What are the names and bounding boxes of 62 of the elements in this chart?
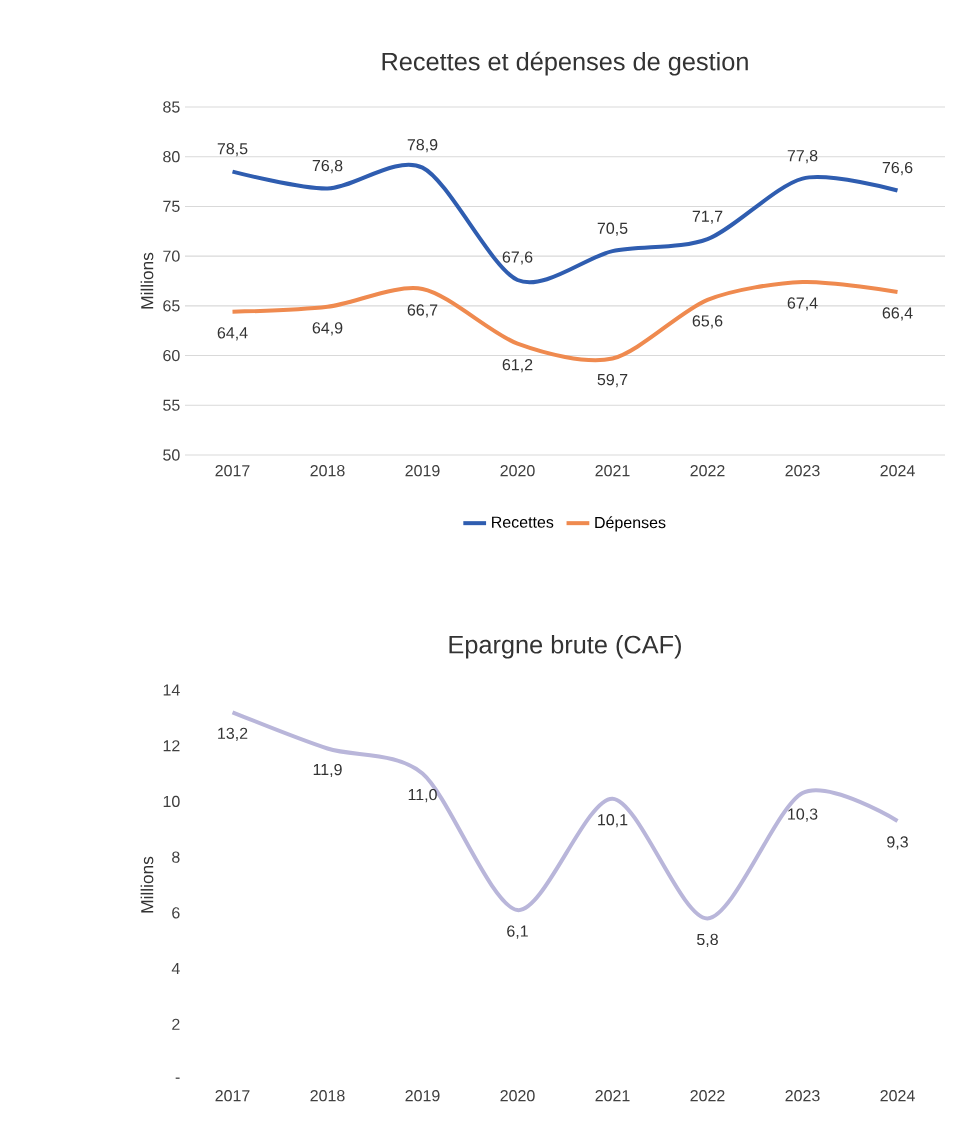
x-tick-label: 2018	[310, 1090, 345, 1102]
y-tick-label: 60	[163, 349, 180, 362]
y-tick-label: 2	[172, 1018, 180, 1030]
y-tick-label: 85	[163, 101, 180, 113]
y-tick-label: 70	[163, 250, 180, 262]
data-label: 64,4	[217, 327, 248, 341]
y-tick-label: 65	[163, 300, 180, 312]
x-tick-label: 2020	[500, 465, 535, 477]
data-label: 61,2	[502, 359, 533, 373]
x-tick-label: 2018	[310, 465, 345, 477]
y-axis-title: Millions	[140, 252, 154, 309]
x-tick-label: 2021	[595, 465, 630, 477]
data-label: 10,1	[598, 814, 628, 828]
data-label: 76,6	[882, 161, 913, 176]
data-label: 59,7	[597, 373, 628, 388]
data-label: 76,8	[312, 159, 343, 174]
data-label: 66,7	[407, 304, 438, 318]
y-tick-label: 8	[172, 851, 180, 863]
chart-title: Epargne brute (CAF)	[449, 635, 681, 659]
data-label: 6,1	[507, 925, 528, 939]
y-tick-label: -	[175, 1077, 180, 1079]
x-tick-label: 2022	[690, 1090, 725, 1102]
data-label: 64,9	[312, 322, 343, 336]
data-label: 67,4	[787, 297, 818, 311]
data-label: 67,6	[502, 251, 533, 265]
chart-title: Recettes et dépenses de gestion	[382, 51, 748, 76]
x-tick-label: 2017	[215, 465, 250, 477]
y-axis-title: Millions	[140, 856, 154, 913]
data-label: 9,3	[887, 836, 908, 850]
y-tick-label: 10	[163, 795, 180, 808]
x-tick-label: 2021	[595, 1090, 630, 1102]
x-tick-label: 2024	[880, 1090, 915, 1102]
data-label: 70,5	[597, 222, 628, 236]
y-tick-label: 80	[163, 151, 180, 163]
y-tick-label: 75	[163, 200, 180, 212]
y-tick-label: 14	[163, 684, 180, 696]
data-label: 78,5	[217, 143, 248, 157]
y-tick-label: 4	[171, 963, 180, 975]
data-label: 71,7	[692, 210, 723, 224]
x-tick-label: 2023	[785, 465, 820, 477]
data-label: 66,4	[882, 307, 913, 321]
y-tick-label: 50	[163, 449, 180, 461]
data-label: 13,2	[218, 727, 248, 741]
y-tick-label: 6	[172, 907, 180, 919]
x-tick-label: 2024	[880, 465, 915, 477]
data-label: 10,3	[788, 808, 818, 822]
x-tick-label: 2019	[405, 465, 440, 477]
x-tick-label: 2017	[215, 1090, 250, 1102]
legend-label: Dépenses	[595, 516, 666, 532]
data-label: 11,9	[313, 763, 342, 778]
legend-label: Recettes	[492, 516, 554, 528]
x-tick-label: 2019	[405, 1090, 440, 1102]
data-label: 11,0	[408, 788, 437, 803]
y-tick-label: 55	[163, 399, 180, 411]
x-tick-label: 2020	[500, 1090, 535, 1102]
y-tick-label: 12	[163, 740, 180, 752]
data-label: 5,8	[697, 933, 718, 948]
data-label: 65,6	[692, 315, 723, 329]
x-tick-label: 2023	[785, 1090, 820, 1102]
x-tick-label: 2022	[690, 465, 725, 477]
data-label: 77,8	[787, 149, 818, 164]
data-label: 78,9	[407, 139, 438, 153]
